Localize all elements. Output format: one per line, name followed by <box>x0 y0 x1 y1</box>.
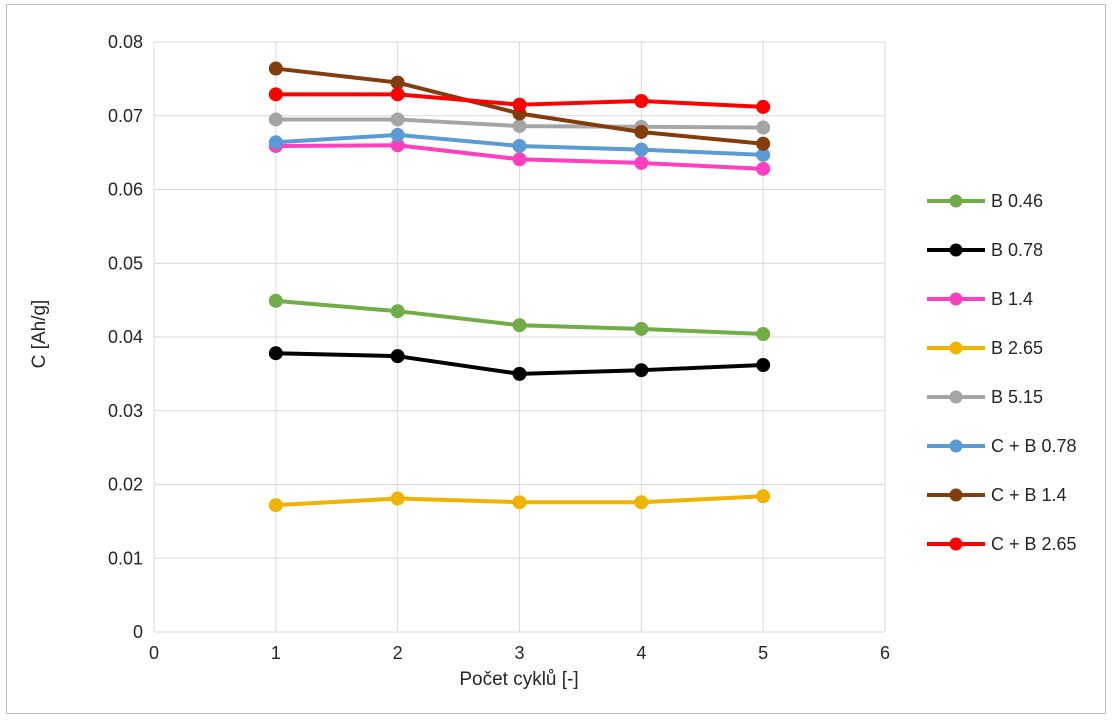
axes: 0 0.01 0.02 0.03 0.04 0.05 0.06 0.07 0.08 0 1 2 3 4 5 6 <box>108 32 890 663</box>
data-point <box>756 161 771 176</box>
x-tick-label: 4 <box>636 643 646 663</box>
series-b-0-46 <box>268 293 771 342</box>
data-point <box>756 120 771 135</box>
data-point <box>390 304 405 319</box>
x-tick-label: 5 <box>758 643 768 663</box>
legend-entry: B 5.15 <box>927 387 1043 407</box>
series-c-b-1-4 <box>268 61 771 151</box>
legend-marker <box>949 439 963 453</box>
x-tick-label: 1 <box>271 643 281 663</box>
y-tick-label: 0.08 <box>108 32 143 52</box>
legend-label: C + B 2.65 <box>991 534 1077 554</box>
legend-entry: C + B 1.4 <box>927 485 1067 505</box>
data-point <box>268 498 283 513</box>
legend-marker <box>949 537 963 551</box>
line-chart: 0 0.01 0.02 0.03 0.04 0.05 0.06 0.07 0.08 0 1 2 3 4 5 6… <box>29 32 1077 690</box>
data-point <box>634 94 649 108</box>
legend: B 0.46 B 0.78 B 1.4 B 2.65 B 5.15 C + B 0.78 C… <box>927 191 1077 554</box>
legend-marker <box>949 194 963 208</box>
data-point <box>634 363 649 378</box>
legend-label: B 0.78 <box>991 240 1043 260</box>
y-tick-label: 0.04 <box>108 327 143 347</box>
data-point <box>756 99 771 114</box>
y-tick-label: 0 <box>133 622 143 642</box>
series-b-5-15 <box>268 112 771 135</box>
legend-label: C + B 0.78 <box>991 436 1077 456</box>
y-tick-label: 0.02 <box>108 475 143 495</box>
series-b-2-65 <box>268 489 771 513</box>
legend-entry: C + B 2.65 <box>927 534 1077 554</box>
legend-marker <box>949 292 963 306</box>
x-tick-label: 2 <box>393 643 403 663</box>
x-axis-title: Počet cyklů [-] <box>459 669 578 690</box>
legend-entry: B 2.65 <box>927 338 1043 358</box>
legend-marker <box>949 390 963 404</box>
y-tick-label: 0.05 <box>108 253 143 273</box>
legend-marker <box>949 243 963 257</box>
chart-frame: 0 0.01 0.02 0.03 0.04 0.05 0.06 0.07 0.08 0 1 2 3 4 5 6… <box>6 4 1106 714</box>
series-b-1-4 <box>268 138 771 176</box>
y-axis-title: C [Ah/g] <box>29 300 50 369</box>
data-point <box>512 119 527 134</box>
data-point <box>512 495 527 510</box>
data-point <box>512 366 527 381</box>
data-point <box>390 87 405 102</box>
data-point <box>756 358 771 373</box>
legend-entry: C + B 0.78 <box>927 436 1077 456</box>
data-point <box>390 75 405 90</box>
series-b-0-78 <box>268 346 771 381</box>
y-tick-label: 0.06 <box>108 180 143 200</box>
data-point <box>512 318 527 333</box>
data-point <box>390 127 405 142</box>
y-tick-label: 0.03 <box>108 401 143 421</box>
data-point <box>756 327 771 342</box>
data-point <box>268 112 283 127</box>
data-point <box>390 349 405 364</box>
data-point <box>268 293 283 308</box>
x-tick-label: 0 <box>149 643 159 663</box>
legend-entry: B 0.46 <box>927 191 1043 211</box>
data-point <box>390 491 405 506</box>
legend-entry: B 1.4 <box>927 289 1033 309</box>
data-point <box>756 489 771 504</box>
data-point <box>634 124 649 139</box>
data-point <box>268 61 283 76</box>
y-tick-label: 0.01 <box>108 548 143 568</box>
legend-label: B 2.65 <box>991 338 1043 358</box>
data-point <box>634 321 649 336</box>
data-point <box>756 136 771 151</box>
legend-label: B 1.4 <box>991 289 1033 309</box>
y-tick-label: 0.07 <box>108 106 143 126</box>
data-point <box>268 135 283 150</box>
legend-label: B 5.15 <box>991 387 1043 407</box>
legend-label: C + B 1.4 <box>991 485 1067 505</box>
data-point <box>634 142 649 157</box>
legend-entry: B 0.78 <box>927 240 1043 260</box>
data-point <box>634 495 649 510</box>
legend-label: B 0.46 <box>991 191 1043 211</box>
data-point <box>512 138 527 153</box>
data-point <box>634 155 649 170</box>
data-point <box>390 112 405 127</box>
x-tick-label: 6 <box>880 643 890 663</box>
x-tick-label: 3 <box>514 643 524 663</box>
legend-marker <box>949 488 963 502</box>
series-c-b-2-65 <box>268 87 771 114</box>
data-point <box>512 97 527 112</box>
legend-marker <box>949 341 963 355</box>
data-point <box>268 346 283 361</box>
data-point <box>268 87 283 102</box>
series-lines <box>268 61 771 513</box>
series-c-b-0-78 <box>268 127 771 162</box>
data-point <box>512 152 527 167</box>
